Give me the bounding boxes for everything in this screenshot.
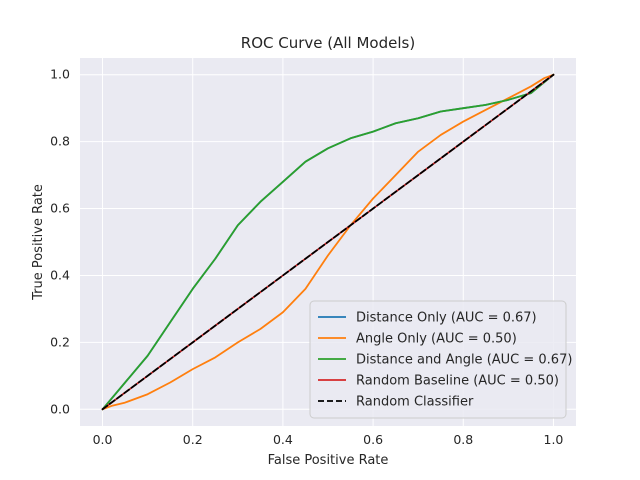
legend-label-2: Distance and Angle (AUC = 0.67) <box>356 353 572 368</box>
y-tick-label: 0.8 <box>50 134 70 149</box>
chart-title: ROC Curve (All Models) <box>241 34 415 52</box>
y-tick-label: 0.0 <box>50 401 70 416</box>
legend-box <box>309 300 567 419</box>
x-tick-label: 0.0 <box>93 432 113 447</box>
x-tick-label: 0.6 <box>363 432 383 447</box>
x-tick-label: 1.0 <box>544 432 564 447</box>
x-axis-label: False Positive Rate <box>268 453 389 468</box>
legend-label-4: Random Classifier <box>356 395 474 410</box>
legend-label-0: Distance Only (AUC = 0.67) <box>356 311 537 326</box>
x-tick-label: 0.4 <box>273 432 293 447</box>
y-tick-label: 0.6 <box>50 201 70 216</box>
x-tick-label: 0.2 <box>183 432 203 447</box>
y-tick-label: 0.2 <box>50 334 70 349</box>
y-tick-label: 1.0 <box>50 67 70 82</box>
legend-label-3: Random Baseline (AUC = 0.50) <box>356 374 559 389</box>
legend-label-1: Angle Only (AUC = 0.50) <box>356 332 517 347</box>
series-line-4 <box>101 73 555 411</box>
series-line-1 <box>101 73 555 411</box>
series-line-2 <box>101 73 555 411</box>
legend: Distance Only (AUC = 0.67) Angle Only (AU… <box>309 300 572 419</box>
grid-lines <box>80 58 576 426</box>
tick-labels: 0.0 0.2 0.4 0.6 0.8 1.0 0.0 0.2 0.4 0.6 0.8 1.0 <box>50 67 563 447</box>
series-lines <box>101 73 555 411</box>
x-tick-label: 0.8 <box>453 432 473 447</box>
y-axis-label: True Positive Rate <box>31 184 46 301</box>
y-tick-label: 0.4 <box>50 267 70 282</box>
